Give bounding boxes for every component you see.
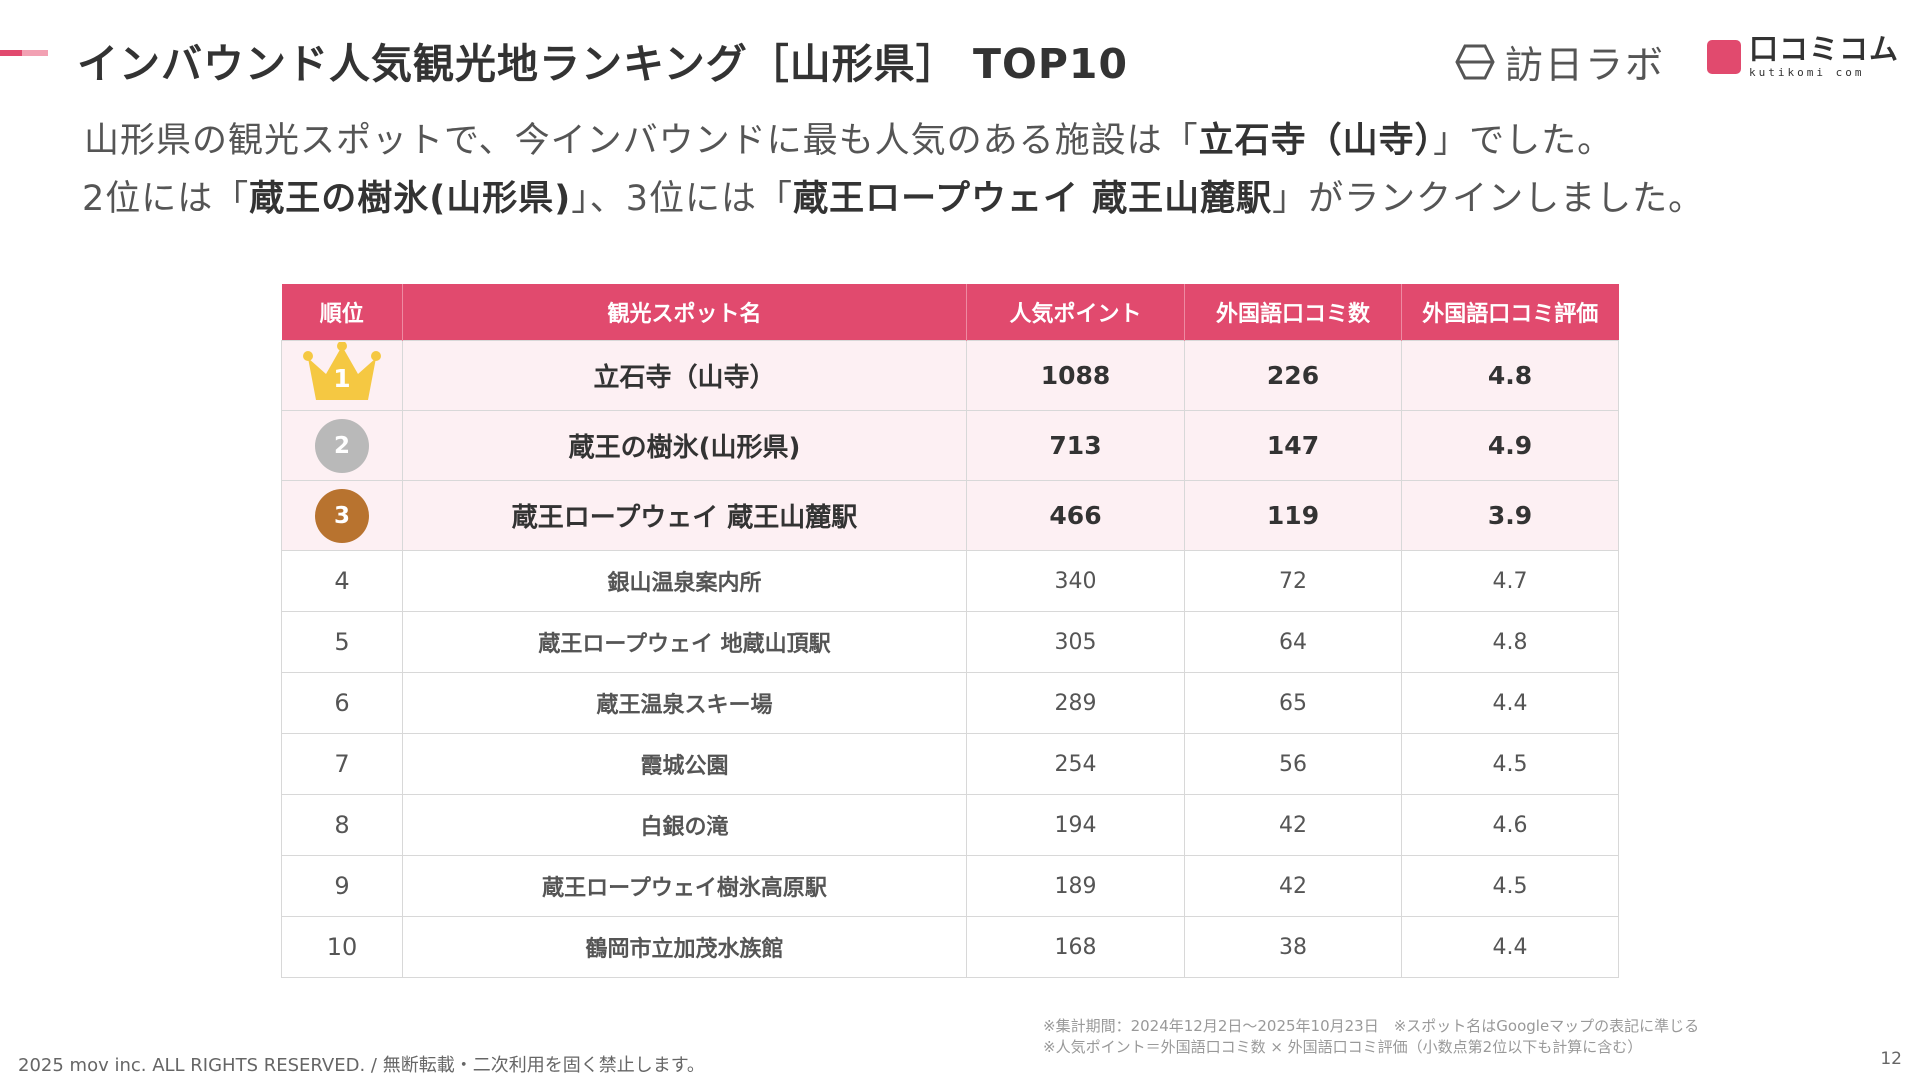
rank-cell: 3 (281, 480, 403, 551)
lead-text: 山形県の観光スポットで、今インバウンドに最も人気のある施設は「 (84, 121, 1199, 161)
rank-cell: 4 (281, 550, 403, 612)
table-row: 1 立石寺（山寺） 1088 226 4.8 (281, 340, 1619, 411)
spot-name-cell: 立石寺（山寺） (402, 340, 967, 411)
points-cell: 289 (966, 672, 1185, 734)
footnote-period: ※集計期間：2024年12月2日〜2025年10月23日 ※スポット名はGoog… (1043, 1017, 1700, 1035)
accent-bar-light (22, 50, 48, 56)
lead-highlight: 蔵王の樹氷(山形県) (249, 179, 572, 219)
review-rating-cell: 4.7 (1401, 550, 1619, 612)
lead-text: 2位には「 (82, 179, 250, 219)
review-count-cell: 38 (1184, 916, 1402, 978)
review-count-cell: 147 (1184, 410, 1402, 481)
review-rating-cell: 4.9 (1401, 410, 1619, 481)
column-header-rank: 順位 (281, 284, 403, 341)
spot-name-cell: 鶴岡市立加茂水族館 (402, 916, 967, 978)
rank-cell: 9 (281, 855, 403, 917)
points-cell: 168 (966, 916, 1185, 978)
houjitsu-lab-logo-icon (1455, 44, 1495, 79)
review-count-cell: 65 (1184, 672, 1402, 734)
column-header-points: 人気ポイント (966, 284, 1185, 341)
table-row: 3 蔵王ロープウェイ 蔵王山麓駅 466 119 3.9 (281, 480, 1619, 551)
column-header-spot-name: 観光スポット名 (402, 284, 967, 341)
page-title: インバウンド人気観光地ランキング［山形県］ TOP10 (77, 40, 1128, 88)
points-cell: 254 (966, 733, 1185, 795)
lead-text: 」でした。 (1433, 121, 1614, 161)
review-count-cell: 226 (1184, 340, 1402, 411)
table-row: 5 蔵王ロープウェイ 地蔵山頂駅 305 64 4.8 (281, 611, 1619, 673)
points-cell: 713 (966, 410, 1185, 481)
review-rating-cell: 3.9 (1401, 480, 1619, 551)
review-count-cell: 56 (1184, 733, 1402, 795)
points-cell: 466 (966, 480, 1185, 551)
page-number: 12 (1880, 1049, 1902, 1069)
kuchikomi-logo-en: kutikomi com (1749, 66, 1865, 79)
review-count-cell: 42 (1184, 855, 1402, 917)
points-cell: 194 (966, 794, 1185, 856)
accent-bar (0, 50, 22, 56)
table-row: 8 白銀の滝 194 42 4.6 (281, 794, 1619, 856)
speech-bubble-icon (1707, 39, 1741, 74)
rank-cell: 1 (281, 340, 403, 411)
points-cell: 189 (966, 855, 1185, 917)
rank-cell: 8 (281, 794, 403, 856)
review-count-cell: 64 (1184, 611, 1402, 673)
points-cell: 1088 (966, 340, 1185, 411)
table-row: 2 蔵王の樹氷(山形県) 713 147 4.9 (281, 410, 1619, 481)
review-rating-cell: 4.4 (1401, 916, 1619, 978)
rank-cell: 7 (281, 733, 403, 795)
review-count-cell: 72 (1184, 550, 1402, 612)
rank-number: 1 (333, 363, 351, 393)
review-count-cell: 42 (1184, 794, 1402, 856)
bronze-medal-icon: 3 (315, 488, 369, 543)
ranking-table: 順位 観光スポット名 人気ポイント 外国語口コミ数 外国語口コミ評価 1 立 (281, 284, 1619, 978)
review-rating-cell: 4.8 (1401, 611, 1619, 673)
houjitsu-lab-logo: 訪日ラボ (1455, 34, 1665, 89)
rank-cell: 5 (281, 611, 403, 673)
table-row: 4 銀山温泉案内所 340 72 4.7 (281, 550, 1619, 612)
points-cell: 305 (966, 611, 1185, 673)
rank-cell: 10 (281, 916, 403, 978)
copyright-footer: 2025 mov inc. ALL RIGHTS RESERVED. / 無断転… (18, 1055, 705, 1076)
rank-cell: 2 (281, 410, 403, 481)
lead-text: 」、3位には「 (571, 179, 794, 219)
lead-line-1: 山形県の観光スポットで、今インバウンドに最も人気のある施設は「立石寺（山寺）」で… (84, 112, 1613, 163)
column-header-review-rating: 外国語口コミ評価 (1401, 284, 1619, 341)
review-rating-cell: 4.5 (1401, 733, 1619, 795)
review-rating-cell: 4.6 (1401, 794, 1619, 856)
column-header-review-count: 外国語口コミ数 (1184, 284, 1402, 341)
table-row: 6 蔵王温泉スキー場 289 65 4.4 (281, 672, 1619, 734)
table-row: 9 蔵王ロープウェイ樹氷高原駅 189 42 4.5 (281, 855, 1619, 917)
table-row: 7 霞城公園 254 56 4.5 (281, 733, 1619, 795)
houjitsu-lab-logo-text: 訪日ラボ (1505, 43, 1666, 87)
points-cell: 340 (966, 550, 1185, 612)
silver-medal-icon: 2 (315, 418, 369, 473)
table-header-row: 順位 観光スポット名 人気ポイント 外国語口コミ数 外国語口コミ評価 (281, 284, 1619, 341)
review-rating-cell: 4.8 (1401, 340, 1619, 411)
lead-line-2: 2位には「蔵王の樹氷(山形県)」、3位には「蔵王ロープウェイ 蔵王山麓駅」がラン… (82, 170, 1704, 221)
crown-icon: 1 (302, 341, 382, 404)
spot-name-cell: 霞城公園 (402, 733, 967, 795)
table-row: 10 鶴岡市立加茂水族館 168 38 4.4 (281, 916, 1619, 978)
spot-name-cell: 蔵王温泉スキー場 (402, 672, 967, 734)
spot-name-cell: 白銀の滝 (402, 794, 967, 856)
kuchikomi-com-logo: 口コミコム kutikomi com (1707, 35, 1899, 78)
review-count-cell: 119 (1184, 480, 1402, 551)
spot-name-cell: 蔵王ロープウェイ樹氷高原駅 (402, 855, 967, 917)
spot-name-cell: 蔵王ロープウェイ 蔵王山麓駅 (402, 480, 967, 551)
rank-cell: 6 (281, 672, 403, 734)
kuchikomi-logo-jp: 口コミコム (1749, 32, 1900, 66)
footnote-formula: ※人気ポイント＝外国語口コミ数 × 外国語口コミ評価（小数点第2位以下も計算に含… (1043, 1038, 1643, 1056)
lead-highlight: 蔵王ロープウェイ 蔵王山麓駅 (793, 179, 1273, 219)
review-rating-cell: 4.5 (1401, 855, 1619, 917)
lead-highlight: 立石寺（山寺） (1198, 121, 1434, 161)
review-rating-cell: 4.4 (1401, 672, 1619, 734)
spot-name-cell: 蔵王ロープウェイ 地蔵山頂駅 (402, 611, 967, 673)
footnotes: ※集計期間：2024年12月2日〜2025年10月23日 ※スポット名はGoog… (1043, 1016, 1699, 1058)
spot-name-cell: 蔵王の樹氷(山形県) (402, 410, 967, 481)
lead-text: 」がランクインしました。 (1272, 179, 1705, 219)
spot-name-cell: 銀山温泉案内所 (402, 550, 967, 612)
